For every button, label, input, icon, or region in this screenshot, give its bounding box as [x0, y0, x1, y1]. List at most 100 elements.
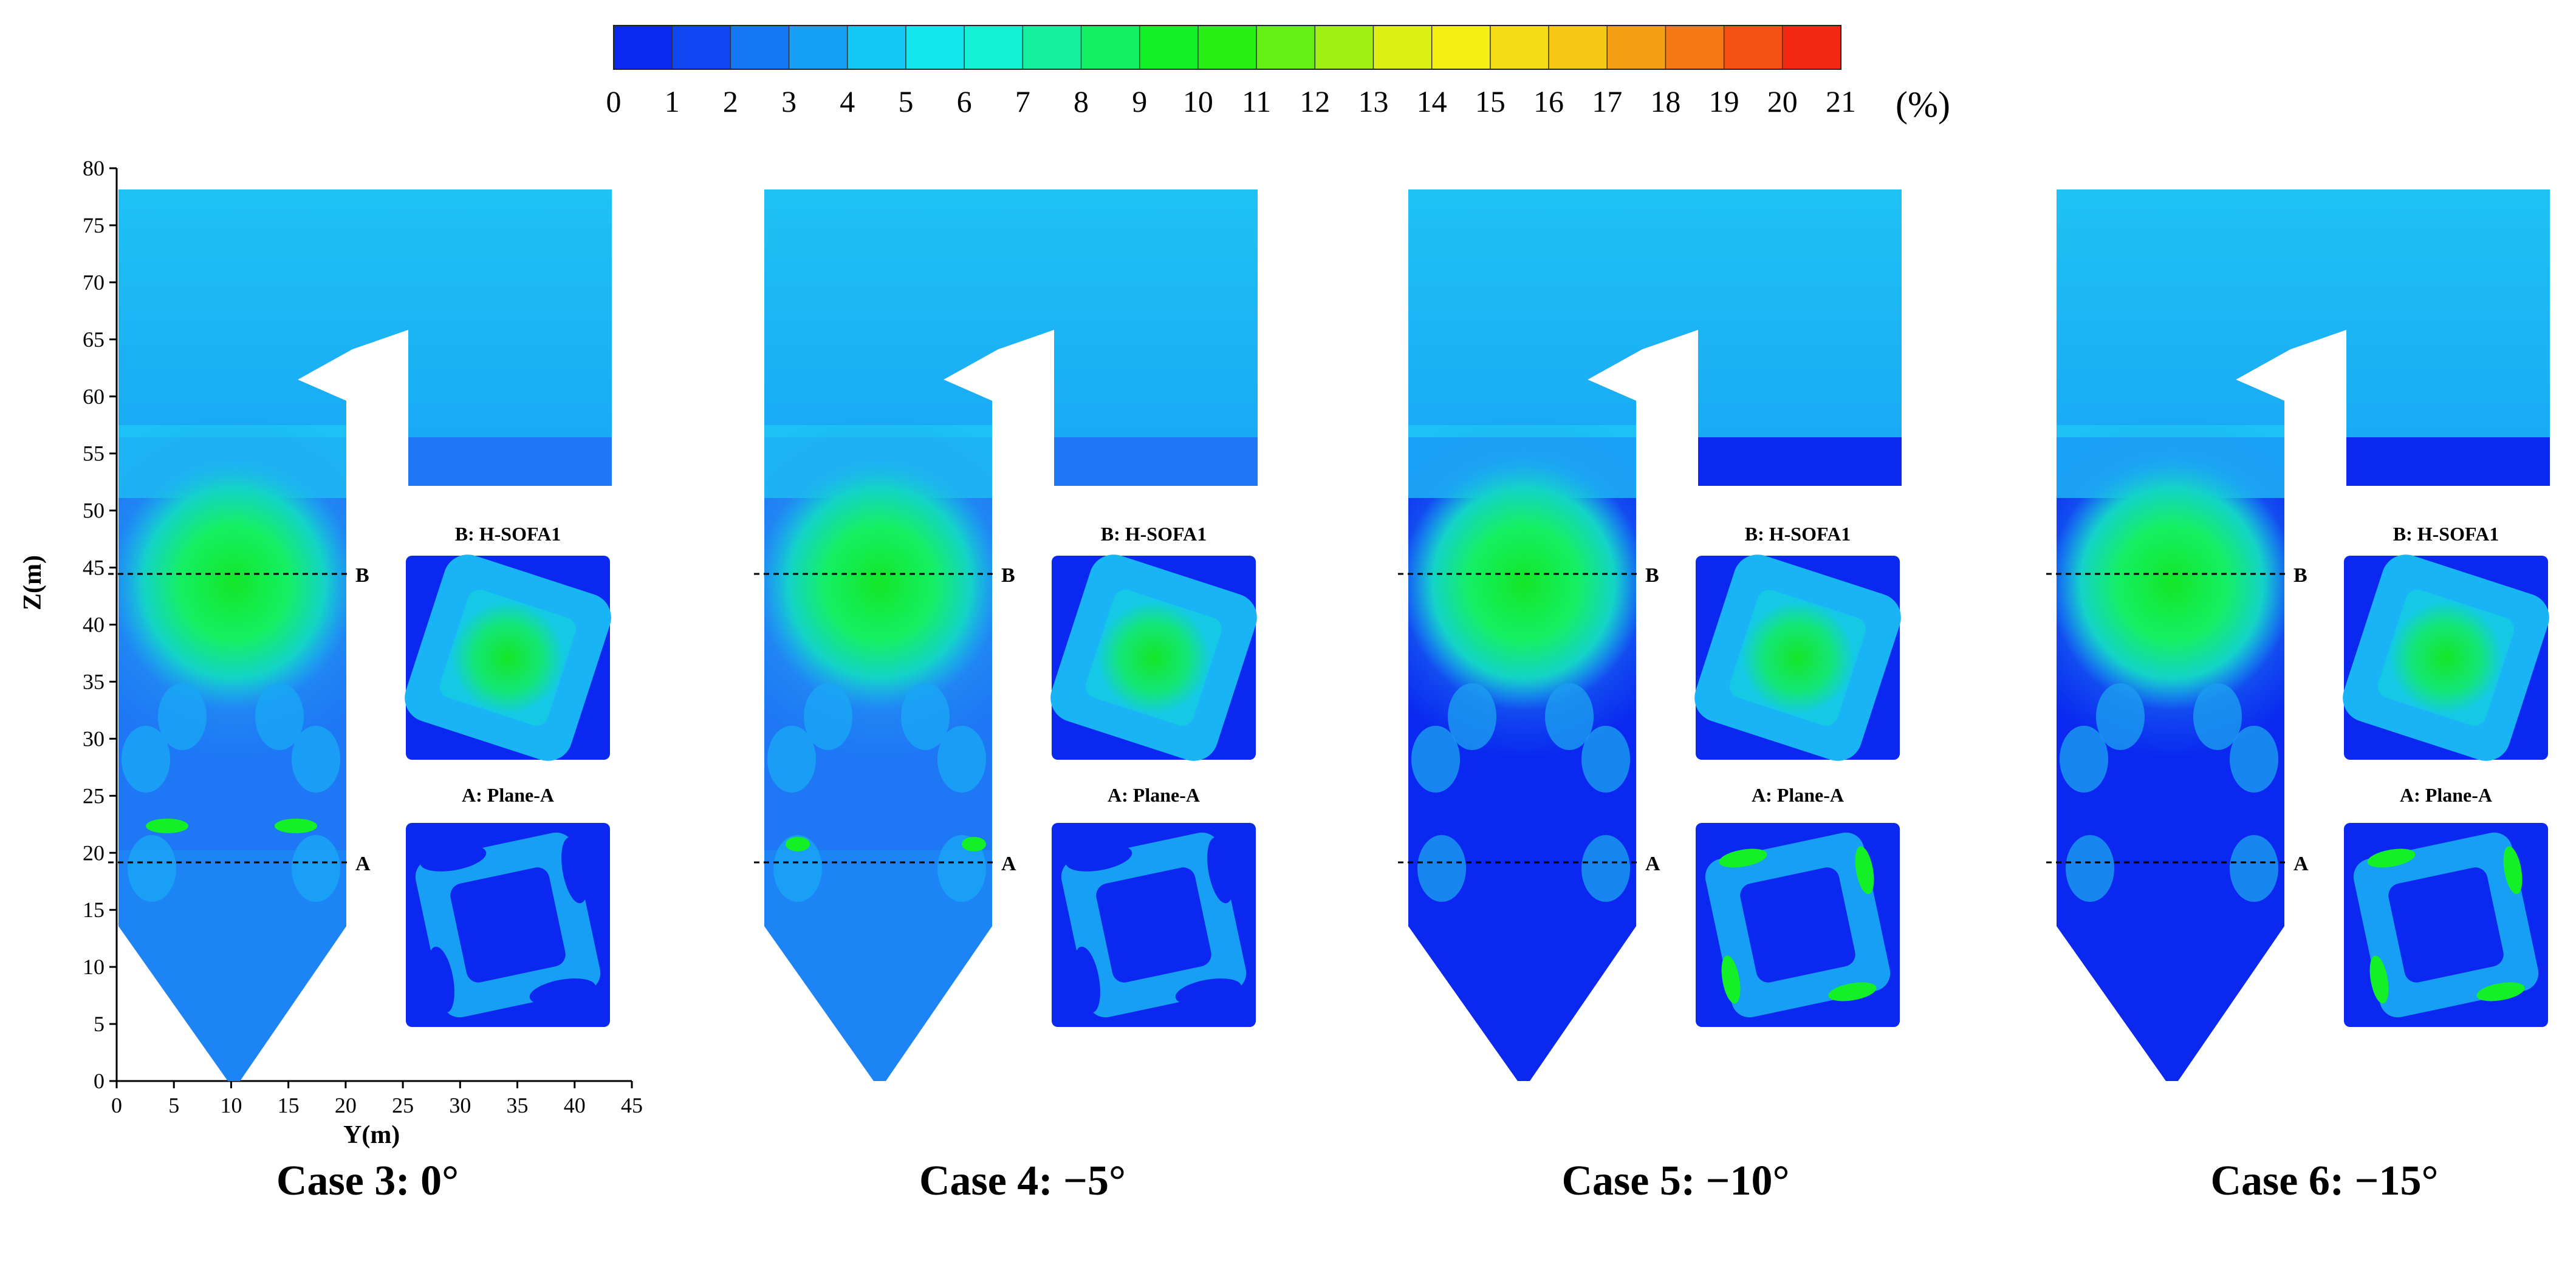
y-tick-label: 25	[392, 1093, 414, 1117]
swirl-zone	[773, 835, 822, 902]
swirl-zone	[158, 683, 207, 750]
colorbar	[613, 25, 1841, 70]
section-a-jet	[1207, 837, 1234, 904]
section-a-jet	[1855, 846, 1874, 895]
section-a-jet	[1074, 946, 1100, 1013]
z-tick-label: 10	[83, 955, 104, 979]
case-title-6: Case 6: −15°	[2210, 1158, 2439, 1204]
colorbar-tick-label: 14	[1416, 84, 1447, 118]
swirl-zone	[1417, 835, 1466, 902]
z-tick-label: 20	[83, 841, 104, 865]
swirl-zone	[2230, 835, 2278, 902]
burner-spot	[962, 837, 986, 851]
swirl-zone	[2066, 835, 2114, 902]
colorbar-tick-label: 10	[1182, 84, 1213, 118]
section-b-core	[1086, 590, 1222, 726]
colorbar-segment	[1490, 26, 1549, 69]
section-b-title: B: H-SOFA1	[455, 523, 561, 545]
case-panel-5: B A B: H-SOFA1 A: Plane-A	[1398, 189, 1902, 1081]
colorbar-segment	[1549, 26, 1608, 69]
section-a-jet	[1721, 955, 1741, 1004]
burner-spot	[275, 819, 317, 833]
case-panels: B A B: H-SOFA1 A: Plane-A B A B: H-SOFA1 A: Pla…	[108, 189, 2550, 1081]
colorbar-segment	[789, 26, 848, 69]
swirl-zone	[901, 683, 950, 750]
section-a-jet	[428, 946, 454, 1013]
case-title-3: Case 3: 0°	[276, 1158, 459, 1204]
section-b	[1050, 554, 1257, 761]
section-b-title: B: H-SOFA1	[2393, 523, 2499, 545]
colorbar-tick-label: 16	[1533, 84, 1564, 118]
section-a-jet	[529, 978, 596, 1005]
colorbar-unit: (%)	[1896, 84, 1950, 124]
swirl-zone	[292, 835, 340, 902]
section-b-core	[1730, 590, 1866, 726]
z-axis-title: Z(m)	[19, 555, 47, 610]
z-tick-label: 35	[83, 669, 104, 694]
swirl-zone	[292, 726, 340, 793]
green-plume	[118, 455, 355, 711]
upper-flue-region	[1408, 189, 1902, 437]
colorbar-segment	[1665, 26, 1725, 69]
z-tick-label: 65	[83, 327, 104, 352]
colorbar-tick-label: 13	[1358, 84, 1389, 118]
colorbar-segment	[1373, 26, 1433, 69]
z-tick-label: 75	[83, 213, 104, 237]
section-a-center	[1740, 867, 1855, 983]
section-a-jet	[2476, 982, 2525, 1001]
upper-flue-region	[764, 189, 1258, 437]
colorbar-segment	[1607, 26, 1666, 69]
section-a-center	[2388, 867, 2504, 983]
section-b-core	[440, 590, 576, 726]
swirl-zone	[122, 726, 170, 793]
colorbar-tick-label: 9	[1132, 84, 1148, 118]
y-tick-label: 20	[335, 1093, 357, 1117]
colorbar-tick-label: 19	[1708, 84, 1739, 118]
section-a-jet	[1066, 845, 1132, 871]
section-a-jet	[2503, 846, 2523, 895]
section-a-title: A: Plane-A	[2400, 784, 2492, 806]
section-a	[1696, 823, 1900, 1027]
swirl-zone	[1448, 683, 1496, 750]
section-b	[1694, 554, 1901, 761]
colorbar-tick-label: 1	[664, 84, 680, 118]
colorbar-tick-label: 6	[956, 84, 972, 118]
axes: 0 5 10 15 20 25 30 35 40 45 50 55 60 65 70 75 80 0 5 10 15 20…	[83, 156, 643, 1117]
y-tick-label: 45	[621, 1093, 643, 1117]
swirl-zone	[255, 683, 304, 750]
swirl-zone	[1411, 726, 1460, 793]
colorbar-tick-label: 5	[898, 84, 914, 118]
swirl-zone	[2060, 726, 2108, 793]
plane-b-label: B	[1645, 564, 1659, 587]
swirl-zone	[2096, 683, 2145, 750]
z-tick-label: 55	[83, 442, 104, 466]
section-a-title: A: Plane-A	[462, 784, 554, 806]
swirl-zone	[2193, 683, 2242, 750]
colorbar-segment	[730, 26, 790, 69]
green-plume	[2057, 455, 2293, 711]
z-tick-label: 25	[83, 783, 104, 808]
y-tick-label: 0	[111, 1093, 122, 1117]
colorbar-tick-label: 15	[1475, 84, 1506, 118]
section-a-jet	[561, 837, 588, 904]
case-title-4: Case 4: −5°	[919, 1158, 1126, 1204]
section-a-jet	[420, 845, 487, 871]
y-tick-label: 5	[168, 1093, 179, 1117]
swirl-zone	[767, 726, 816, 793]
colorbar-tick-label: 11	[1242, 84, 1272, 118]
colorbar-tick-label: 20	[1767, 84, 1798, 118]
colorbar-segment	[1197, 26, 1257, 69]
y-tick-label: 40	[564, 1093, 586, 1117]
section-a-jet	[2367, 848, 2416, 868]
section-b	[2343, 554, 2549, 761]
swirl-zone	[1545, 683, 1594, 750]
section-a	[406, 823, 610, 1027]
section-a-jet	[2369, 955, 2389, 1004]
y-tick-label: 15	[278, 1093, 300, 1117]
z-tick-label: 30	[83, 726, 104, 751]
colorbar-tick-label: 0	[606, 84, 622, 118]
z-tick-label: 60	[83, 384, 104, 409]
colorbar-segment	[847, 26, 906, 69]
upper-flue-region	[2057, 189, 2550, 437]
